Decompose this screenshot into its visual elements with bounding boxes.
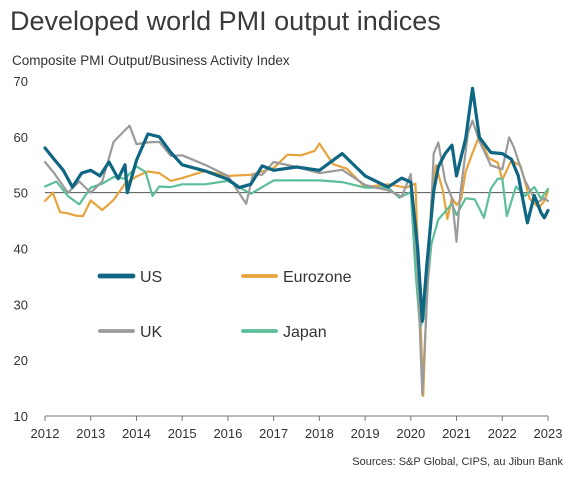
y-tick-label: 60	[14, 130, 28, 145]
x-tick-label: 2016	[213, 426, 242, 441]
chart-source: Sources: S&P Global, CIPS, au Jibun Bank	[352, 456, 563, 468]
x-tick-label: 2020	[396, 426, 425, 441]
chart-subtitle: Composite PMI Output/Business Activity I…	[12, 53, 290, 68]
chart-title: Developed world PMI output indices	[10, 6, 441, 36]
x-tick-label: 2017	[259, 426, 288, 441]
series-line-us	[43, 86, 550, 323]
x-tick-label: 2019	[351, 426, 380, 441]
legend-label-uk: UK	[140, 324, 163, 341]
x-tick-label: 2018	[305, 426, 334, 441]
legend-label-us: US	[140, 269, 162, 286]
y-tick-label: 40	[14, 242, 28, 257]
y-tick-label: 20	[14, 353, 28, 368]
y-tick-label: 30	[14, 297, 28, 312]
y-tick-label: 50	[14, 186, 28, 201]
chart-series-lines	[43, 86, 550, 397]
x-tick-label: 2014	[122, 426, 151, 441]
chart-legend: Eurozone Japan UK US	[97, 269, 352, 341]
series-line-uk	[43, 119, 550, 396]
legend-label-eurozone: Eurozone	[283, 269, 352, 286]
y-tick-label: 70	[14, 74, 28, 89]
x-tick-label: 2012	[31, 426, 60, 441]
x-tick-label: 2021	[442, 426, 471, 441]
chart-axes: 10 20 30 40 50 60 70 2012 2013 2014 2015 2016 2017 20…	[14, 74, 563, 441]
x-tick-label: 2023	[534, 426, 563, 441]
x-tick-label: 2015	[168, 426, 197, 441]
x-tick-label: 2013	[76, 426, 105, 441]
x-tick-label: 2022	[488, 426, 517, 441]
y-tick-label: 10	[14, 409, 28, 424]
legend-label-japan: Japan	[283, 324, 327, 341]
